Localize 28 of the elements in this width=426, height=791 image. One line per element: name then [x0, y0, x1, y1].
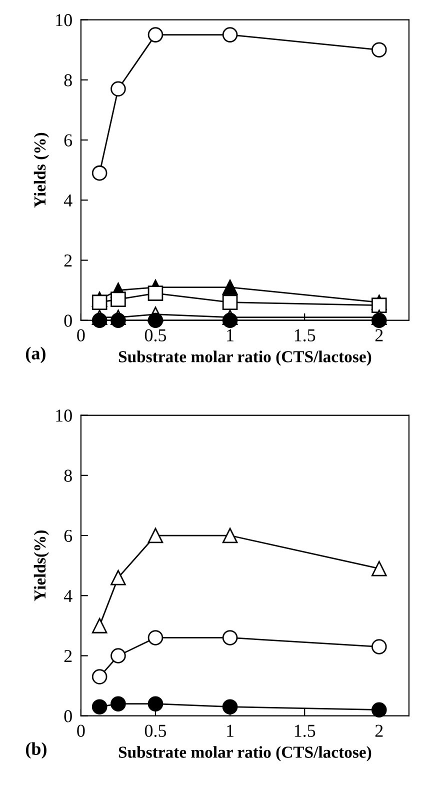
x-tick-label: 0 [77, 329, 85, 342]
y-tick-label: 4 [64, 590, 72, 602]
text: (a) [26, 346, 46, 364]
x-tick-label: 0.5 [144, 724, 166, 737]
y-tick-label: 2 [64, 254, 72, 267]
y-tick-label: 0 [64, 314, 72, 327]
y-axis-title: Yields (%) [34, 132, 49, 208]
x-axis-title: Substrate molar ratio (CTS/lactose) [118, 350, 372, 366]
x-tick-label: 1 [227, 724, 234, 737]
text: (b) [26, 742, 46, 759]
x-tick-label: 0.5 [144, 329, 166, 342]
y-tick-label: 10 [56, 14, 72, 26]
y-tick-label: 6 [64, 134, 72, 146]
y-tick-label: 2 [64, 650, 72, 662]
y-axis-title: Yields(%) [34, 530, 49, 602]
x-tick-label: 1.5 [294, 724, 316, 737]
y-tick-label: 6 [64, 530, 72, 542]
y-tick-label: 8 [64, 470, 72, 482]
y-tick-label: 8 [64, 74, 72, 86]
x-tick-label: 2 [375, 724, 383, 737]
x-tick-label: 1 [227, 329, 234, 342]
x-axis-title: Substrate molar ratio (CTS/lactose) [118, 746, 372, 762]
y-tick-label: 0 [64, 710, 72, 722]
y-tick-label: 10 [56, 410, 72, 422]
x-tick-label: 1.5 [294, 329, 316, 342]
y-tick-label: 4 [64, 194, 72, 206]
x-tick-label: 2 [375, 329, 383, 342]
x-tick-label: 0 [77, 724, 85, 737]
